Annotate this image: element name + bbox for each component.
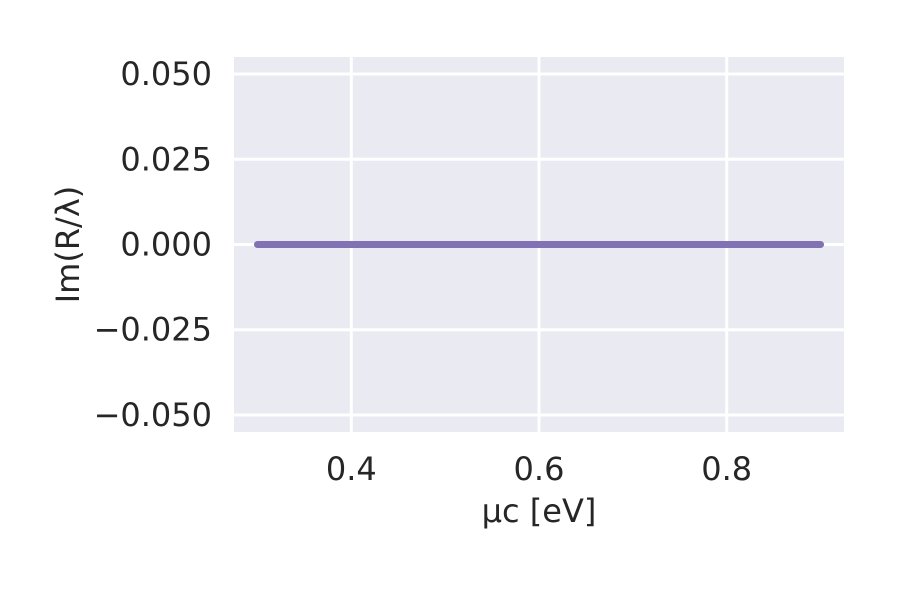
y-tick-labels: −0.050 −0.025 0.000 0.025 0.050 bbox=[94, 55, 212, 434]
y-tick-label: 0.000 bbox=[120, 226, 212, 264]
y-tick-label: −0.050 bbox=[94, 396, 212, 434]
x-tick-label: 0.8 bbox=[701, 450, 752, 488]
y-tick-label: −0.025 bbox=[94, 311, 212, 349]
y-tick-label: 0.025 bbox=[120, 140, 212, 178]
y-axis-label: Im(R/λ) bbox=[49, 186, 87, 304]
x-tick-labels: 0.4 0.6 0.8 bbox=[326, 450, 752, 488]
y-tick-label: 0.050 bbox=[120, 55, 212, 93]
x-tick-label: 0.4 bbox=[326, 450, 377, 488]
x-tick-label: 0.6 bbox=[514, 450, 565, 488]
x-axis-label: μc [eV] bbox=[482, 492, 597, 530]
